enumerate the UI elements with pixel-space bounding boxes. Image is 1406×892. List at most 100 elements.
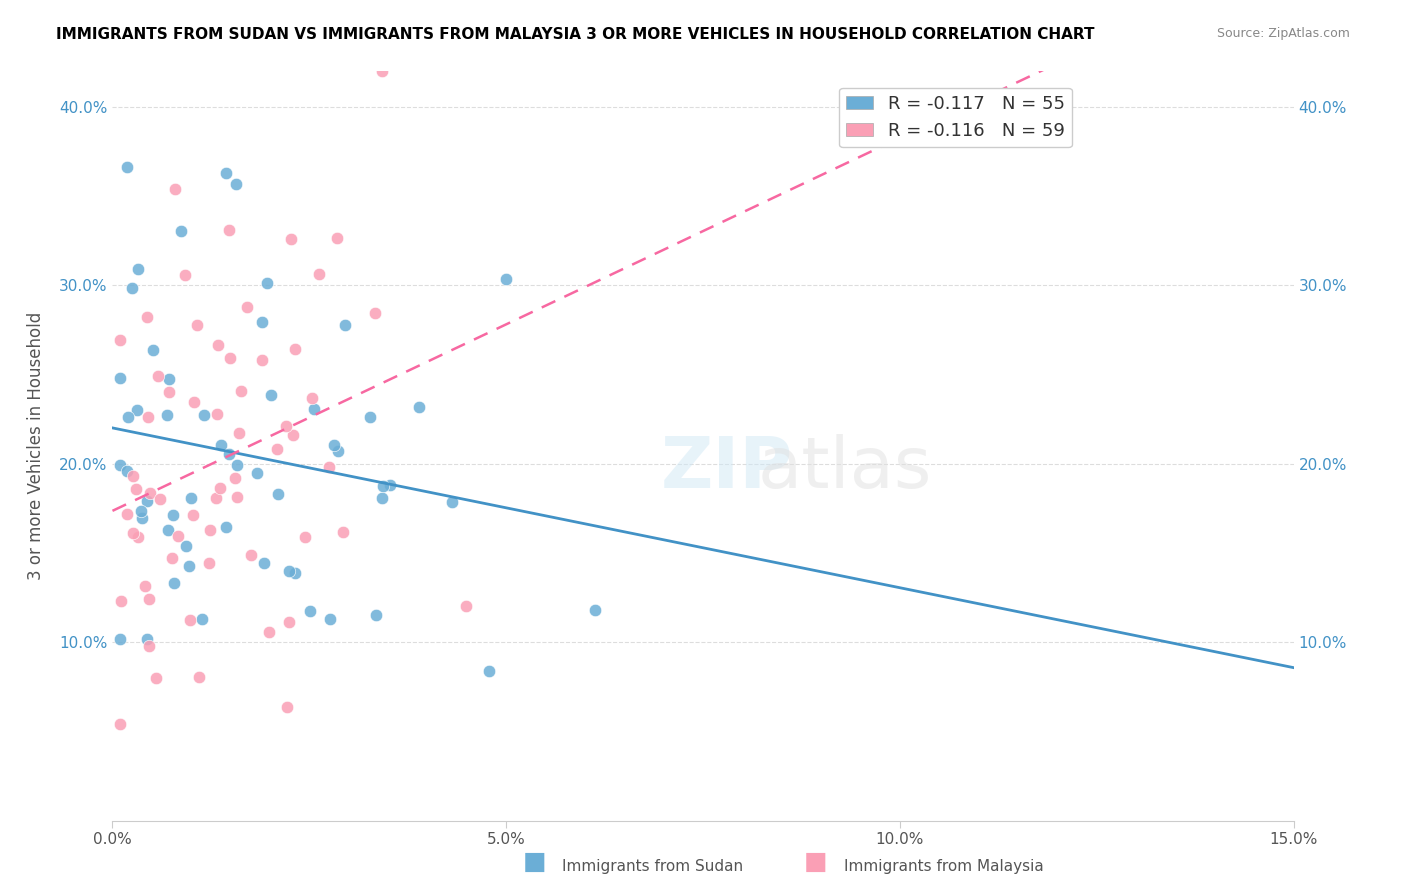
Point	[207, 407, 229, 421]
Point	[163, 575, 186, 590]
Point	[193, 408, 215, 422]
Point	[121, 469, 143, 483]
Text: Immigrants from Malaysia: Immigrants from Malaysia	[844, 859, 1043, 874]
Point	[236, 300, 259, 314]
Point	[115, 464, 138, 478]
Point	[129, 504, 152, 518]
Point	[125, 482, 148, 496]
Legend: R = -0.117   N = 55, R = -0.116   N = 59: R = -0.117 N = 55, R = -0.116 N = 59	[839, 88, 1071, 147]
Point	[110, 632, 132, 646]
Text: ■: ■	[523, 850, 546, 874]
Point	[276, 699, 298, 714]
Point	[256, 277, 278, 291]
Point	[371, 491, 394, 505]
Point	[219, 351, 242, 366]
Point	[110, 458, 132, 472]
Point	[207, 337, 229, 351]
Point	[301, 392, 323, 406]
Point	[117, 409, 139, 424]
Point	[170, 224, 193, 238]
Point	[215, 166, 238, 180]
Point	[167, 529, 190, 543]
Point	[364, 306, 387, 320]
Point	[371, 64, 394, 78]
Point	[157, 372, 180, 386]
Point	[204, 491, 226, 505]
Point	[478, 664, 501, 678]
Point	[181, 508, 204, 522]
Point	[127, 530, 149, 544]
Point	[214, 520, 236, 534]
Point	[145, 671, 167, 685]
Point	[257, 624, 280, 639]
Point	[138, 639, 160, 653]
Point	[156, 408, 179, 422]
Point	[160, 551, 183, 566]
Point	[298, 604, 321, 618]
Point	[179, 613, 201, 627]
Point	[115, 507, 138, 521]
Point	[180, 491, 202, 506]
Text: ZIP: ZIP	[661, 434, 793, 503]
Point	[266, 442, 288, 456]
Point	[276, 418, 298, 433]
Point	[326, 230, 349, 244]
Point	[318, 459, 340, 474]
Point	[197, 556, 219, 570]
Point	[408, 400, 430, 414]
Point	[117, 160, 139, 174]
Point	[226, 458, 249, 473]
Point	[250, 315, 273, 329]
Point	[366, 607, 388, 622]
Point	[174, 539, 197, 553]
Point	[136, 632, 159, 646]
Point	[156, 523, 179, 537]
Point	[136, 409, 159, 424]
Point	[122, 525, 145, 540]
Point	[146, 368, 169, 383]
Point	[281, 428, 304, 442]
Point	[110, 717, 132, 731]
Point	[163, 182, 186, 196]
Point	[583, 603, 606, 617]
Point	[319, 612, 342, 626]
Point	[125, 403, 148, 417]
Point	[138, 591, 160, 606]
Point	[495, 272, 517, 286]
Y-axis label: 3 or more Vehicles in Household: 3 or more Vehicles in Household	[27, 312, 45, 580]
Point	[228, 425, 250, 440]
Point	[136, 310, 159, 325]
Point	[359, 410, 381, 425]
Point	[110, 371, 132, 385]
Point	[326, 444, 349, 458]
Point	[333, 318, 356, 332]
Point	[284, 343, 307, 357]
Point	[142, 343, 165, 358]
Point	[225, 178, 247, 192]
Point	[209, 438, 232, 452]
Point	[162, 508, 184, 523]
Point	[139, 485, 162, 500]
Point	[252, 352, 274, 367]
Point	[110, 333, 132, 347]
Point	[332, 525, 354, 540]
Point	[121, 280, 143, 294]
Point	[174, 268, 197, 282]
Point	[183, 395, 205, 409]
Point	[308, 267, 330, 281]
Point	[259, 388, 281, 402]
Point	[246, 466, 269, 480]
Point	[225, 490, 247, 504]
Point	[209, 481, 232, 495]
Point	[136, 494, 159, 508]
Text: atlas: atlas	[758, 434, 932, 503]
Point	[454, 599, 477, 614]
Point	[240, 549, 263, 563]
Point	[267, 487, 290, 501]
Point	[440, 495, 463, 509]
Point	[380, 478, 402, 492]
Point	[218, 447, 240, 461]
Point	[373, 479, 395, 493]
Point	[231, 384, 253, 398]
Point	[278, 565, 301, 579]
